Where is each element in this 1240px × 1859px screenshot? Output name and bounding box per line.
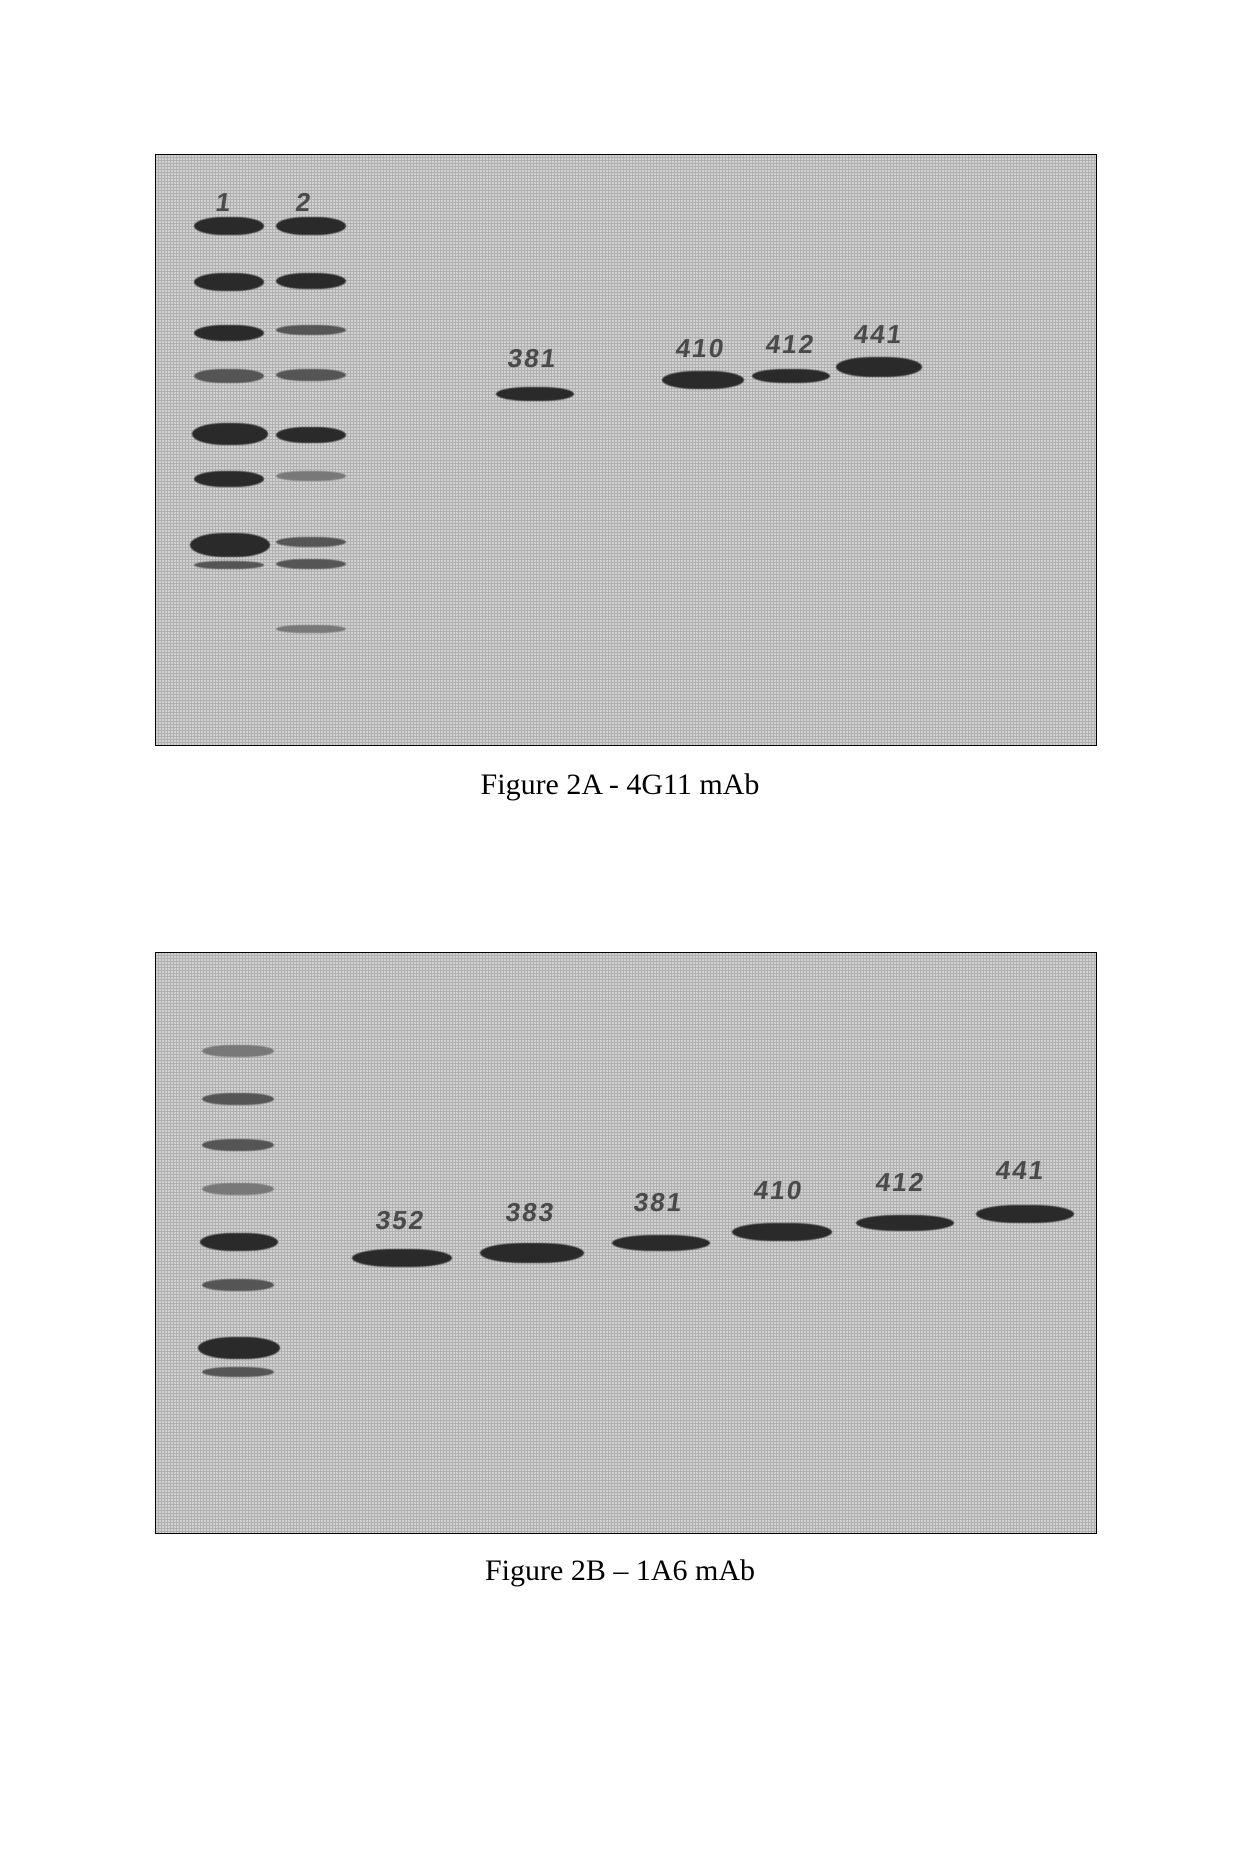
- figure-2a-caption: Figure 2A - 4G11 mAb: [0, 768, 1240, 802]
- gel-band: [276, 217, 346, 235]
- lane-label: 441: [852, 319, 906, 350]
- lane-label: 441: [994, 1155, 1048, 1186]
- gel-band: [202, 1045, 274, 1057]
- figure-2a-gel: 1 2 381 410 412 441: [155, 154, 1097, 746]
- lane-label: 410: [752, 1175, 806, 1206]
- gel-band: [202, 1279, 274, 1291]
- gel-band: [732, 1223, 832, 1241]
- gel-band: [836, 357, 922, 377]
- gel-band: [276, 559, 346, 569]
- lane-label: 383: [504, 1197, 558, 1228]
- figure-2b-caption: Figure 2B – 1A6 mAb: [0, 1554, 1240, 1588]
- gel-band: [976, 1205, 1074, 1223]
- gel-band: [190, 533, 270, 557]
- gel-band: [276, 369, 346, 381]
- gel-band: [198, 1337, 280, 1359]
- lane-label: 381: [506, 343, 560, 374]
- figure-2b-gel: 352 383 381 410 412 441: [155, 952, 1097, 1534]
- document-page: 12381410412441 Figure 2A - 4G11 mAb 3523…: [0, 0, 1240, 1859]
- gel-band: [352, 1249, 452, 1267]
- lane-label: 381: [632, 1187, 686, 1218]
- lane-label: 412: [764, 329, 818, 360]
- gel-band: [194, 217, 264, 235]
- lane-label: 2: [294, 187, 315, 218]
- gel-band: [856, 1215, 954, 1231]
- gel-band: [202, 1093, 274, 1105]
- gel-band: [192, 423, 268, 445]
- gel-band: [276, 471, 346, 481]
- gel-band: [194, 561, 264, 569]
- gel-band: [662, 371, 744, 389]
- lane-label: 410: [674, 333, 728, 364]
- gel-band: [752, 369, 830, 383]
- lane-label: 1: [214, 187, 235, 218]
- gel-band: [276, 427, 346, 443]
- gel-band: [612, 1235, 710, 1251]
- gel-band: [276, 325, 346, 335]
- gel-band: [194, 471, 264, 487]
- gel-band: [202, 1367, 274, 1377]
- gel-band: [480, 1243, 584, 1263]
- gel-band: [276, 537, 346, 547]
- gel-band: [194, 325, 264, 341]
- gel-band: [194, 273, 264, 291]
- lane-label: 352: [374, 1205, 428, 1236]
- lane-label: 412: [874, 1167, 928, 1198]
- gel-band: [496, 387, 574, 401]
- gel-band: [194, 369, 264, 383]
- gel-band: [200, 1233, 278, 1251]
- gel-band: [276, 273, 346, 289]
- gel-band: [276, 625, 346, 633]
- gel-band: [202, 1183, 274, 1195]
- gel-band: [202, 1139, 274, 1151]
